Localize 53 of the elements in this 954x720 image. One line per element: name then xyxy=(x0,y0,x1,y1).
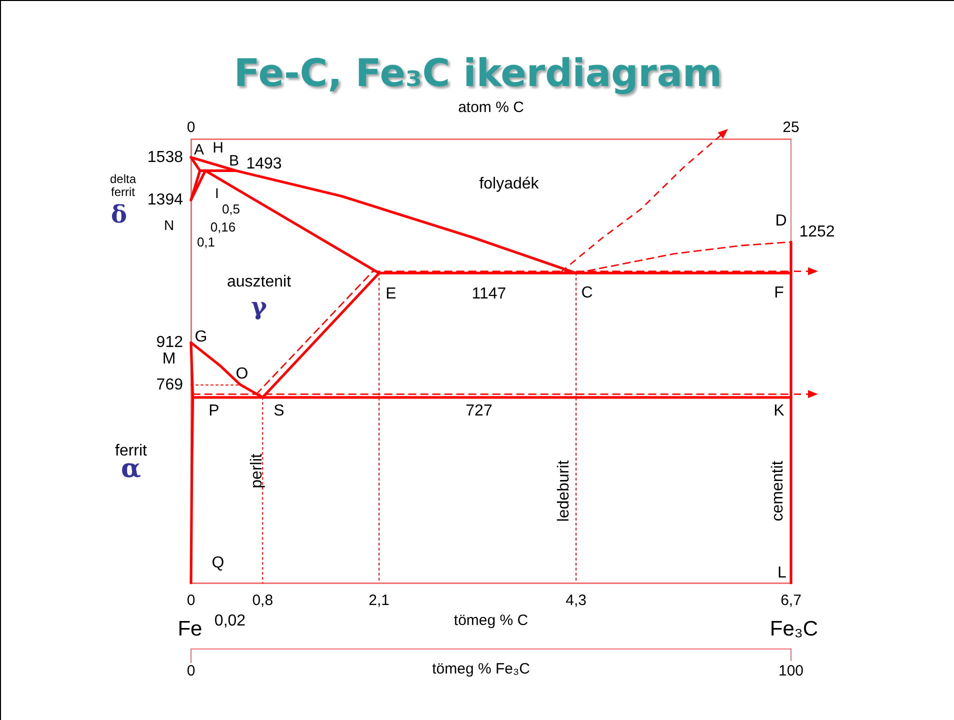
annotation: L xyxy=(778,564,787,582)
text: 1252 xyxy=(799,224,835,240)
x-tick-label: 4,3 xyxy=(566,592,587,609)
annotation: G xyxy=(194,328,208,346)
annotation: C xyxy=(581,284,593,302)
x2-tick-label: 25 xyxy=(782,119,800,136)
annotation: 1493 xyxy=(246,156,282,172)
annotation: O xyxy=(236,366,248,382)
text: M xyxy=(162,350,176,368)
x-axis-title: tömeg % C xyxy=(454,612,528,629)
annotation: γ xyxy=(251,292,268,320)
x-tick-label: 2,1 xyxy=(368,592,390,609)
annotation: I xyxy=(215,185,219,201)
annotation: A xyxy=(194,142,204,158)
annotation: 0,1 xyxy=(196,234,216,250)
annotation: folyadék xyxy=(479,176,540,192)
annotation: cementit xyxy=(770,460,786,522)
annotation: H xyxy=(212,140,224,156)
annotation: S xyxy=(274,402,284,420)
y-tick-label: 1538 xyxy=(147,148,184,166)
chart-title: Fe-C, Fe₃C ikerdiagram xyxy=(234,51,722,95)
annotation: 0,5 xyxy=(222,202,240,216)
annotation: F xyxy=(774,284,784,302)
annotation: 727 xyxy=(466,402,492,420)
x-tick-label: 0 xyxy=(186,592,196,609)
annotation: ausztenit xyxy=(226,274,292,290)
x2-tick-label: 0 xyxy=(186,119,196,136)
annotation: P xyxy=(208,402,220,420)
annotation: Q xyxy=(212,554,224,572)
x-tick-label: 6,7 xyxy=(780,592,802,609)
text: δ xyxy=(110,200,128,228)
y-tick-label: 769 xyxy=(156,376,184,394)
annotation: perlit xyxy=(248,453,266,488)
x-tick-label: 0,8 xyxy=(252,592,274,609)
y-tick-label: 912 xyxy=(156,334,184,352)
text: tömeg % Fe₃C xyxy=(432,660,530,678)
text: delta ferrit xyxy=(110,172,136,200)
x2-axis-title: atom % C xyxy=(458,99,524,116)
annotation: E xyxy=(386,286,396,302)
text: 0,02 xyxy=(214,612,246,630)
annotation: 1147 xyxy=(472,286,506,302)
annotation: B xyxy=(228,152,240,170)
text: Fe xyxy=(178,618,202,640)
text: 0 xyxy=(186,662,196,680)
text: ferrit xyxy=(115,442,148,460)
text: Fe₃C xyxy=(770,618,818,640)
annotation: D xyxy=(775,212,787,230)
annotation: 0,16 xyxy=(210,220,236,234)
text: N xyxy=(164,217,174,233)
annotation: K xyxy=(774,402,785,420)
text: 100 xyxy=(778,662,804,680)
annotation: ledeburit xyxy=(556,460,572,522)
y-tick-label: 1394 xyxy=(147,191,184,208)
